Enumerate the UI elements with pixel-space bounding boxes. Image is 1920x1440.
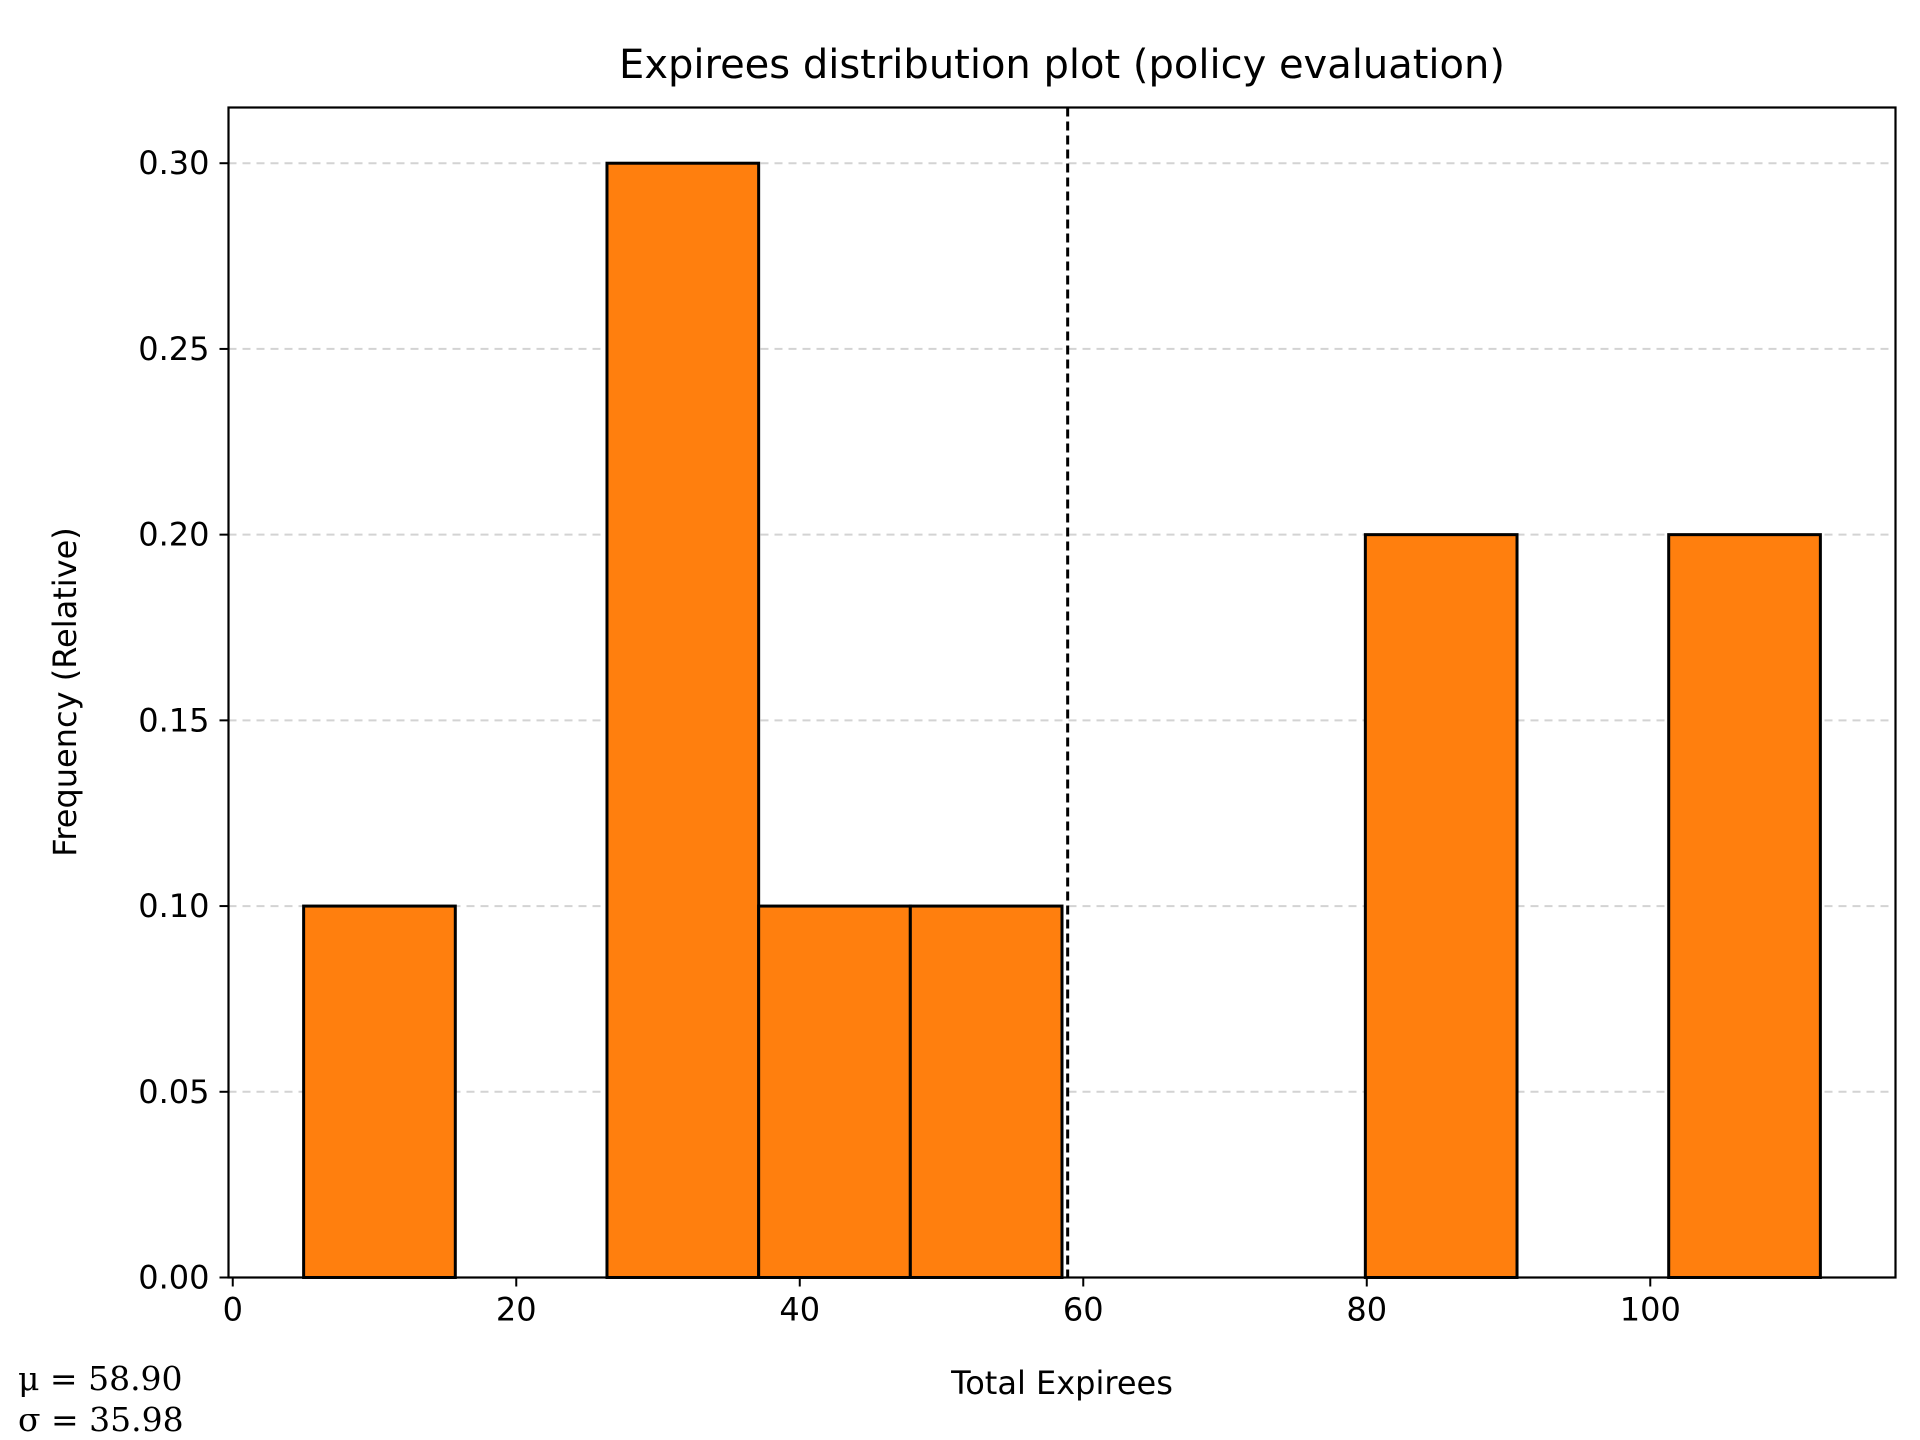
histogram-bar-0 xyxy=(302,904,457,1279)
std-annotation: σ = 35.98 xyxy=(18,1400,184,1439)
histogram-bar-4 xyxy=(908,904,1064,1279)
x-tick-label-1: 20 xyxy=(496,1291,537,1329)
x-tick-label-0: 0 xyxy=(223,1291,243,1329)
y-tick-label-0: 0.00 xyxy=(138,1259,209,1297)
y-axis-ticks: 0.00 0.05 0.10 0.15 0.20 0.25 0.30 xyxy=(138,144,229,1297)
x-tick-label-2: 40 xyxy=(779,1291,820,1329)
plot-frame xyxy=(227,106,1897,1279)
y-tick-label-3: 0.15 xyxy=(138,701,209,739)
histogram-bar-2 xyxy=(605,161,761,1280)
histogram-bar-9 xyxy=(1667,533,1822,1279)
y-tick-label-4: 0.20 xyxy=(138,516,209,554)
histogram-bar-7 xyxy=(1363,533,1519,1279)
x-tick-label-5: 100 xyxy=(1620,1291,1681,1329)
x-tick-label-3: 60 xyxy=(1063,1291,1104,1329)
histogram-bar-3 xyxy=(757,904,912,1279)
mean-annotation: μ = 58.90 xyxy=(18,1359,183,1398)
x-tick-label-4: 80 xyxy=(1346,1291,1387,1329)
x-axis-ticks: 0 20 40 60 80 100 xyxy=(223,1277,1681,1329)
chart-title: Expirees distribution plot (policy evalu… xyxy=(619,42,1505,88)
y-tick-label-5: 0.25 xyxy=(138,330,209,368)
y-tick-label-6: 0.30 xyxy=(138,144,209,182)
x-axis-label: Total Expirees xyxy=(950,1364,1173,1402)
y-tick-label-1: 0.05 xyxy=(138,1073,209,1111)
y-axis-label: Frequency (Relative) xyxy=(46,527,84,857)
y-tick-label-2: 0.10 xyxy=(138,887,209,925)
